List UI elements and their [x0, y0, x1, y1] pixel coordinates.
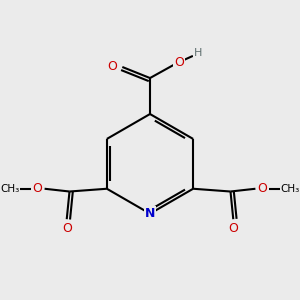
- Text: CH₃: CH₃: [0, 184, 20, 194]
- Text: O: O: [257, 182, 267, 195]
- Text: H: H: [194, 48, 202, 58]
- Text: O: O: [62, 222, 72, 236]
- Text: O: O: [228, 222, 238, 236]
- Text: O: O: [33, 182, 43, 195]
- Text: O: O: [108, 61, 118, 74]
- Text: CH₃: CH₃: [280, 184, 300, 194]
- Text: O: O: [174, 56, 184, 69]
- Text: N: N: [145, 207, 155, 220]
